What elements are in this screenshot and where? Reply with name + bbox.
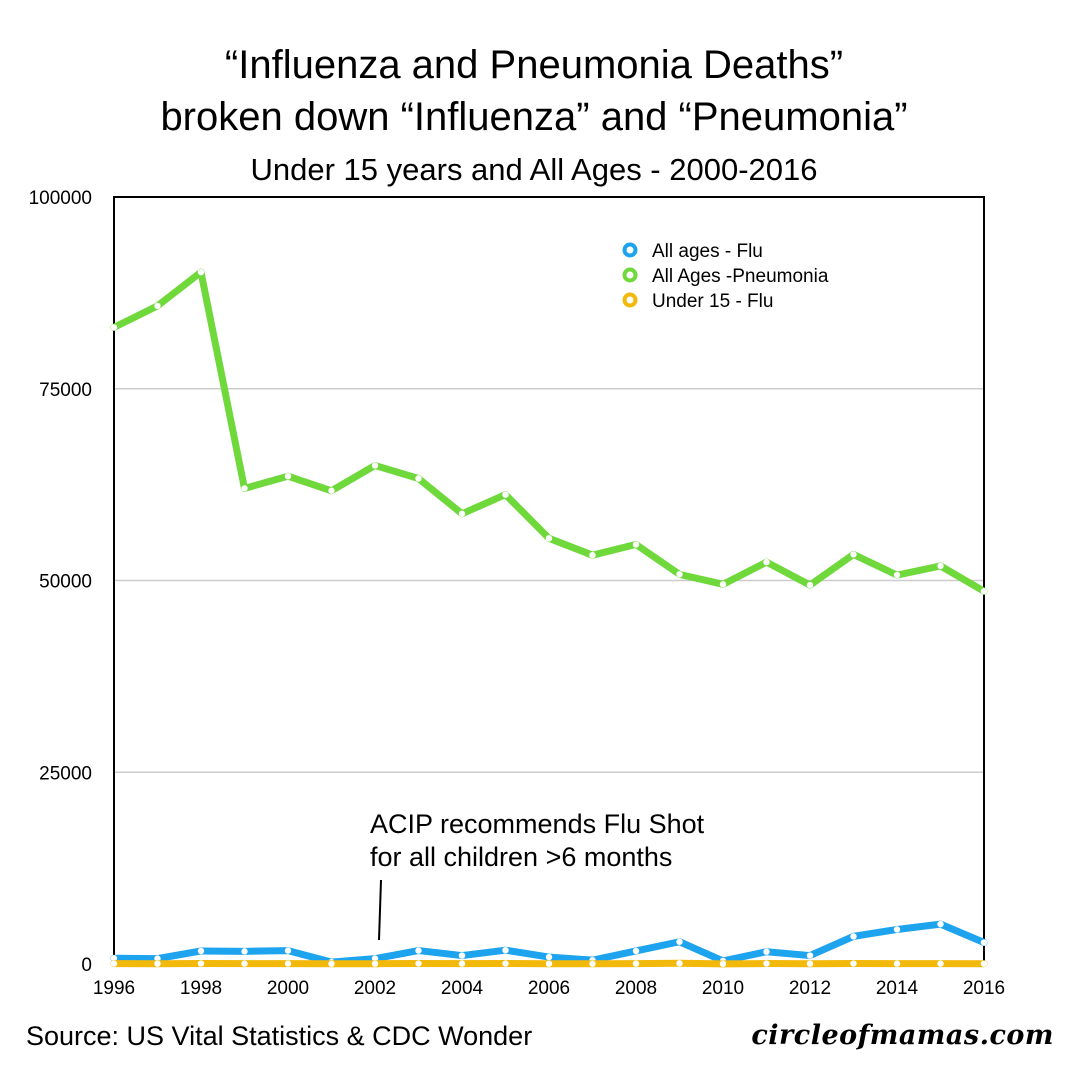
data-point-under15-2013 bbox=[850, 960, 857, 967]
data-point-flu-2009 bbox=[676, 938, 683, 945]
x-tick-label-2014: 2014 bbox=[876, 978, 919, 999]
data-point-pneumonia-1996 bbox=[110, 324, 118, 331]
data-point-under15-2010 bbox=[719, 960, 727, 968]
annotation-pointer bbox=[378, 879, 382, 941]
data-point-pneumonia-2005 bbox=[502, 491, 509, 498]
data-point-under15-2008 bbox=[632, 960, 640, 967]
chart-title-line1: “Influenza and Pneumonia Deaths” bbox=[224, 43, 844, 87]
data-point-under15-1998 bbox=[197, 960, 205, 967]
data-point-under15-1997 bbox=[154, 960, 161, 967]
data-point-flu-2005 bbox=[502, 946, 509, 954]
y-tick-label-75000: 75000 bbox=[39, 380, 92, 401]
acip-annotation: ACIP recommends Flu Shot for all childre… bbox=[370, 808, 704, 874]
annotation-line2: for all children >6 months bbox=[370, 842, 673, 872]
data-point-flu-2014 bbox=[893, 926, 901, 933]
data-point-under15-2014 bbox=[893, 960, 901, 967]
data-point-pneumonia-2009 bbox=[676, 571, 683, 578]
data-point-pneumonia-2007 bbox=[589, 551, 596, 559]
data-point-under15-2000 bbox=[284, 960, 292, 967]
data-point-pneumonia-2016 bbox=[980, 588, 988, 595]
data-point-pneumonia-1998 bbox=[197, 268, 205, 276]
data-point-under15-2012 bbox=[806, 960, 814, 967]
data-point-flu-2003 bbox=[415, 947, 422, 954]
data-point-flu-2011 bbox=[763, 948, 770, 955]
x-tick-label-2010: 2010 bbox=[702, 978, 744, 999]
data-point-pneumonia-1999 bbox=[241, 485, 248, 492]
data-point-under15-2003 bbox=[415, 960, 422, 967]
legend-marker-pneumonia bbox=[622, 267, 638, 283]
chart-subtitle: Under 15 years and All Ages - 2000-2016 bbox=[250, 152, 818, 187]
data-point-under15-2011 bbox=[763, 960, 770, 967]
x-tick-label-2002: 2002 bbox=[354, 978, 396, 999]
x-tick-label-1998: 1998 bbox=[180, 978, 222, 999]
data-point-pneumonia-2003 bbox=[415, 475, 422, 482]
data-point-pneumonia-2004 bbox=[458, 510, 466, 517]
y-tick-label-100000: 100000 bbox=[29, 188, 92, 209]
data-point-under15-2007 bbox=[589, 960, 596, 967]
x-tick-label-2016: 2016 bbox=[963, 978, 1005, 999]
legend-label-under15: Under 15 - Flu bbox=[652, 291, 773, 312]
data-point-under15-1996 bbox=[110, 960, 118, 967]
data-point-flu-2012 bbox=[806, 952, 814, 959]
data-point-pneumonia-2014 bbox=[893, 571, 901, 579]
data-point-pneumonia-2013 bbox=[850, 551, 857, 558]
data-point-pneumonia-2015 bbox=[937, 562, 944, 570]
data-point-pneumonia-2001 bbox=[328, 487, 335, 494]
data-point-pneumonia-2006 bbox=[545, 535, 553, 542]
x-tick-label-2008: 2008 bbox=[615, 978, 657, 999]
data-point-under15-2005 bbox=[502, 960, 509, 967]
legend-marker-flu bbox=[622, 242, 638, 258]
data-point-flu-1998 bbox=[197, 947, 205, 955]
data-point-pneumonia-2000 bbox=[284, 472, 292, 480]
x-tick-label-2006: 2006 bbox=[528, 978, 570, 999]
data-point-under15-2006 bbox=[545, 960, 553, 967]
data-point-pneumonia-2002 bbox=[371, 462, 379, 469]
legend-marker-under15 bbox=[622, 292, 638, 308]
data-point-flu-2016 bbox=[980, 939, 988, 946]
data-point-flu-2015 bbox=[937, 920, 944, 928]
data-point-flu-2000 bbox=[284, 947, 292, 954]
data-point-under15-1999 bbox=[241, 960, 248, 967]
annotation-line1: ACIP recommends Flu Shot bbox=[370, 809, 705, 839]
legend-label-pneumonia: All Ages -Pneumonia bbox=[652, 266, 829, 287]
x-tick-label-2000: 2000 bbox=[267, 978, 309, 999]
series-line-pneumonia bbox=[110, 268, 988, 595]
data-point-pneumonia-2012 bbox=[806, 581, 814, 589]
x-tick-label-2004: 2004 bbox=[441, 978, 484, 999]
x-tick-label-2012: 2012 bbox=[789, 978, 831, 999]
source-note: Source: US Vital Statistics & CDC Wonder bbox=[26, 1021, 533, 1051]
data-point-under15-2015 bbox=[937, 960, 944, 967]
data-point-flu-1999 bbox=[241, 948, 248, 955]
chart-title-line2: broken down “Influenza” and “Pneumonia” bbox=[160, 95, 908, 139]
legend-label-flu: All ages - Flu bbox=[652, 241, 763, 262]
data-point-flu-2004 bbox=[458, 952, 466, 959]
data-point-pneumonia-1997 bbox=[154, 302, 161, 310]
brand-watermark: circleofmamas.com bbox=[751, 1020, 1054, 1051]
data-point-flu-1996 bbox=[110, 955, 118, 962]
data-point-under15-2001 bbox=[328, 960, 335, 967]
data-point-flu-2006 bbox=[545, 953, 553, 961]
data-point-pneumonia-2011 bbox=[763, 558, 770, 566]
data-point-under15-2002 bbox=[371, 960, 379, 967]
x-tick-label-1996: 1996 bbox=[93, 978, 135, 999]
data-point-flu-2013 bbox=[850, 933, 857, 940]
y-tick-label-50000: 50000 bbox=[39, 572, 92, 593]
data-point-flu-2008 bbox=[632, 947, 640, 955]
data-point-under15-2004 bbox=[458, 960, 466, 967]
data-point-pneumonia-2010 bbox=[719, 581, 727, 588]
data-point-under15-2009 bbox=[676, 960, 683, 967]
y-tick-label-25000: 25000 bbox=[39, 763, 92, 784]
data-point-under15-2016 bbox=[980, 960, 988, 967]
data-point-pneumonia-2008 bbox=[632, 541, 640, 548]
y-tick-label-0: 0 bbox=[81, 955, 92, 976]
